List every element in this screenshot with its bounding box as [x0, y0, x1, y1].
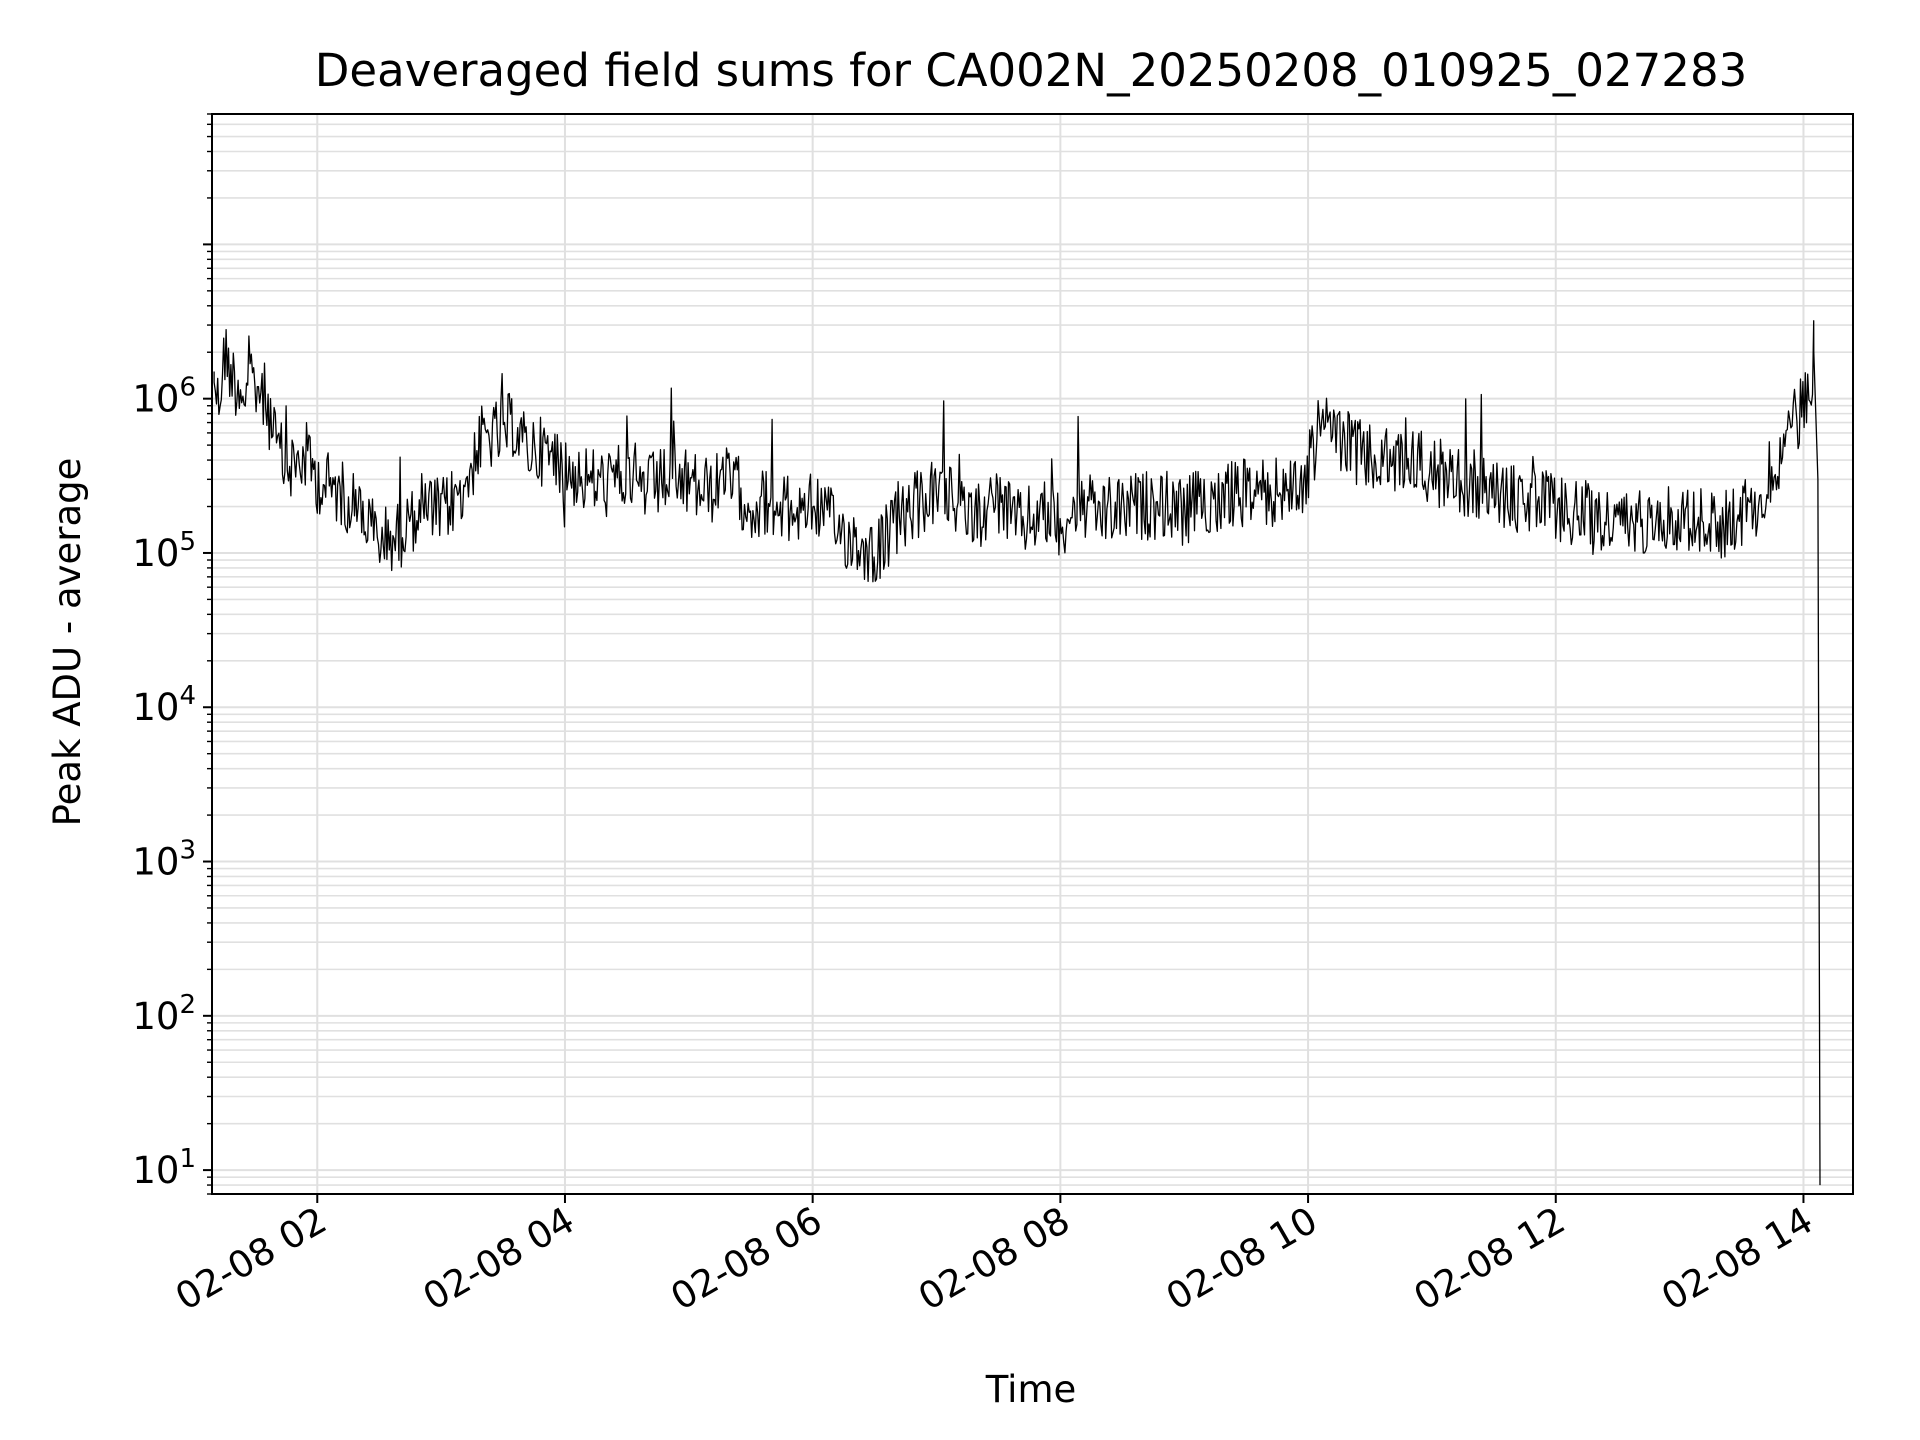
y-tick-label: 106 [132, 373, 196, 421]
y-tick-label: 102 [132, 990, 196, 1038]
series-layer [213, 320, 1821, 1186]
y-tick-label: 103 [132, 836, 196, 884]
x-axis-label: Time [985, 1368, 1077, 1411]
series-line [213, 320, 1821, 1186]
y-tick-label: 105 [132, 527, 196, 575]
y-axis-label: Peak ADU - average [46, 458, 89, 827]
y-tick-label: 104 [132, 681, 196, 729]
y-tick-label: 101 [132, 1144, 196, 1192]
grid-lines [212, 113, 1853, 1195]
plot-frame [211, 113, 1854, 1195]
chart-title: Deaveraged field sums for CA002N_2025020… [315, 44, 1747, 97]
